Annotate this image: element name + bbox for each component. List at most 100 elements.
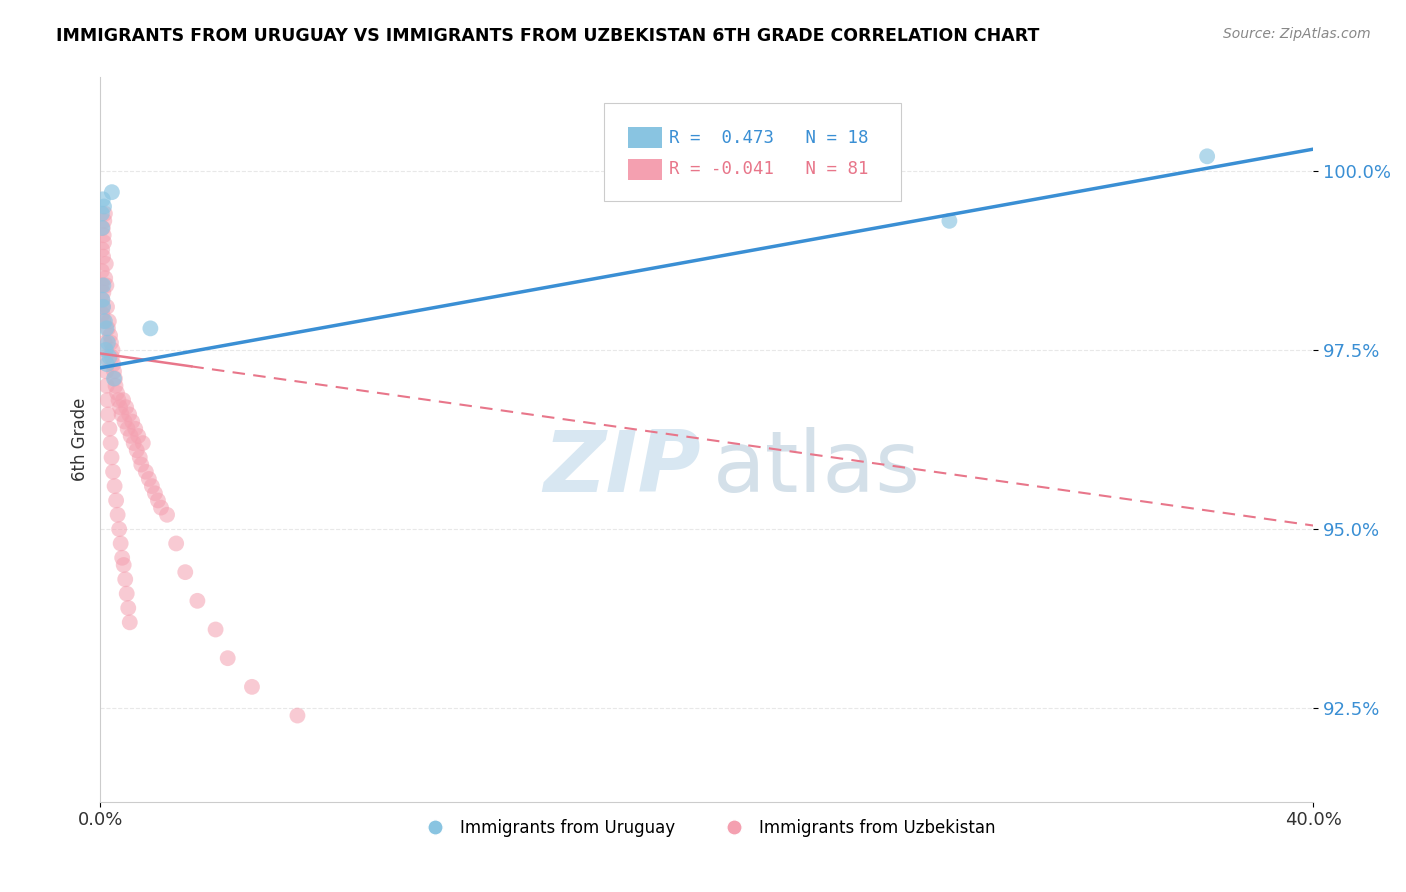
Text: R = -0.041   N = 81: R = -0.041 N = 81 xyxy=(669,161,869,178)
Point xyxy=(139,321,162,335)
Point xyxy=(122,436,145,450)
Point xyxy=(101,465,124,479)
Point xyxy=(100,450,122,465)
Point xyxy=(93,228,115,243)
Point xyxy=(97,393,120,408)
Point xyxy=(97,314,120,328)
Point xyxy=(96,357,118,371)
Text: Source: ZipAtlas.com: Source: ZipAtlas.com xyxy=(1223,27,1371,41)
Point xyxy=(91,307,114,321)
Point xyxy=(93,314,115,328)
Text: ZIP: ZIP xyxy=(543,427,700,510)
Point xyxy=(91,221,114,235)
Point xyxy=(112,558,135,572)
Point xyxy=(91,293,114,307)
Point xyxy=(90,264,112,278)
Point xyxy=(118,408,141,422)
Point xyxy=(1197,149,1219,163)
Point xyxy=(94,271,117,285)
Point xyxy=(94,364,117,378)
Point xyxy=(112,393,135,408)
Point xyxy=(93,278,115,293)
Point xyxy=(217,651,239,665)
Legend: Immigrants from Uruguay, Immigrants from Uzbekistan: Immigrants from Uruguay, Immigrants from… xyxy=(412,813,1002,844)
Text: atlas: atlas xyxy=(713,427,921,510)
Point xyxy=(94,257,117,271)
Point xyxy=(91,192,114,206)
Point xyxy=(97,335,120,350)
Point xyxy=(114,415,136,429)
Point xyxy=(115,401,138,415)
Point xyxy=(141,479,163,493)
Point xyxy=(94,350,117,364)
Point xyxy=(97,408,120,422)
Point xyxy=(118,615,141,630)
Point xyxy=(107,508,129,522)
Point xyxy=(94,343,117,357)
Point xyxy=(124,422,146,436)
Point xyxy=(105,493,128,508)
Point xyxy=(165,536,187,550)
Point xyxy=(108,401,131,415)
Point xyxy=(98,422,121,436)
Point xyxy=(96,300,118,314)
Text: R =  0.473   N = 18: R = 0.473 N = 18 xyxy=(669,128,869,146)
Y-axis label: 6th Grade: 6th Grade xyxy=(72,398,89,481)
Point xyxy=(156,508,179,522)
Point xyxy=(90,278,112,293)
Point xyxy=(107,393,129,408)
Point xyxy=(127,429,149,443)
Point xyxy=(91,300,114,314)
Point xyxy=(110,536,132,550)
Point xyxy=(125,443,148,458)
Point xyxy=(97,321,120,335)
Point xyxy=(101,343,124,357)
Point xyxy=(114,572,136,586)
FancyBboxPatch shape xyxy=(603,103,901,201)
Point xyxy=(186,594,208,608)
Point xyxy=(110,408,132,422)
Point xyxy=(115,587,138,601)
Point xyxy=(146,493,169,508)
Point xyxy=(143,486,166,500)
Point xyxy=(204,623,226,637)
Point xyxy=(96,321,118,335)
Point xyxy=(90,207,112,221)
Point xyxy=(111,550,134,565)
Point xyxy=(91,293,114,307)
Point xyxy=(120,429,142,443)
Point xyxy=(135,465,157,479)
FancyBboxPatch shape xyxy=(628,128,662,148)
Point xyxy=(104,479,127,493)
Point xyxy=(132,436,155,450)
Point xyxy=(96,278,118,293)
Point xyxy=(93,335,115,350)
Point xyxy=(101,185,124,199)
Point xyxy=(94,207,117,221)
Point xyxy=(101,350,124,364)
Point xyxy=(93,199,115,213)
Point xyxy=(117,422,139,436)
Point xyxy=(240,680,263,694)
Point xyxy=(91,243,114,257)
Point xyxy=(128,450,150,465)
Point xyxy=(117,601,139,615)
Point xyxy=(105,385,128,400)
Point xyxy=(94,314,117,328)
Point xyxy=(150,500,173,515)
Point xyxy=(104,371,127,385)
Point xyxy=(108,522,131,536)
Point xyxy=(91,221,114,235)
Point xyxy=(91,250,114,264)
Point xyxy=(98,350,121,364)
Point xyxy=(98,328,121,343)
Point xyxy=(93,214,115,228)
Point xyxy=(93,235,115,250)
Point xyxy=(129,458,152,472)
Point xyxy=(174,565,197,579)
Point xyxy=(103,357,125,371)
Point xyxy=(93,285,115,300)
Point xyxy=(103,364,125,378)
Point xyxy=(104,378,127,392)
FancyBboxPatch shape xyxy=(628,160,662,179)
